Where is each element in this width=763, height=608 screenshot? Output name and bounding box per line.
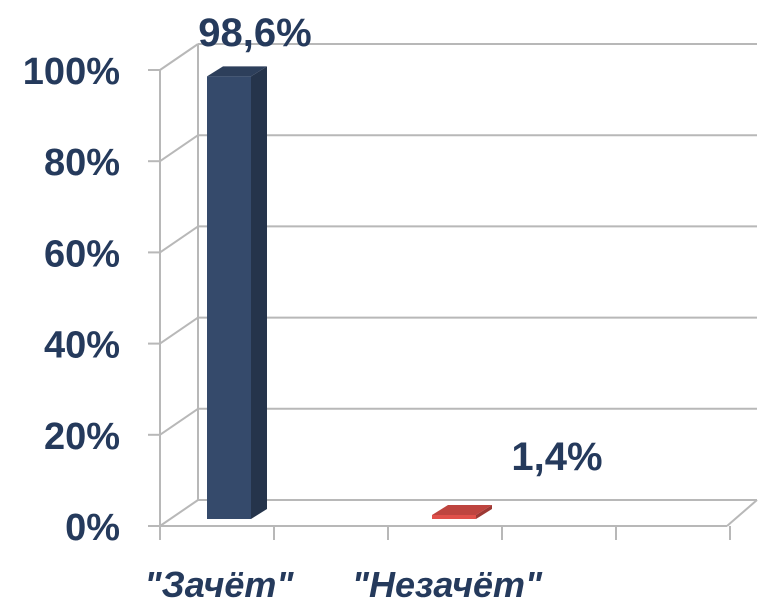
bar-side (251, 66, 267, 519)
data-label: 98,6% (198, 11, 311, 55)
gridlines (159, 43, 757, 527)
bar-top (432, 505, 492, 515)
y-tick-label: 100% (23, 51, 120, 93)
y-tick-label: 0% (65, 507, 120, 549)
x-category-label: "Зачёт" (145, 564, 295, 605)
gridline-side (159, 134, 199, 163)
gridline-side (159, 225, 199, 254)
bar (432, 505, 492, 519)
y-tick-label: 60% (44, 233, 120, 275)
labels: 0% 20% 40% 60% 80% 100% 98,6% 1,4% "Зачёт" "Незач… (23, 11, 603, 605)
axes (148, 69, 758, 540)
y-tick-label: 20% (44, 416, 120, 458)
bar-side (476, 505, 492, 519)
gridline-side (159, 316, 199, 345)
gridline-side (159, 43, 199, 71)
x-category-label: "Незачёт" (352, 564, 543, 605)
bar-top (207, 66, 267, 77)
bars (207, 66, 492, 519)
gridline-side (159, 499, 199, 527)
y-tick-label: 40% (44, 325, 120, 367)
bar-front (207, 76, 251, 519)
y-tick-label: 80% (44, 142, 120, 184)
gridline-side (159, 407, 199, 436)
data-label: 1,4% (511, 435, 602, 479)
bar (207, 66, 267, 519)
floor-edge (726, 499, 758, 527)
bar-front (432, 515, 476, 519)
